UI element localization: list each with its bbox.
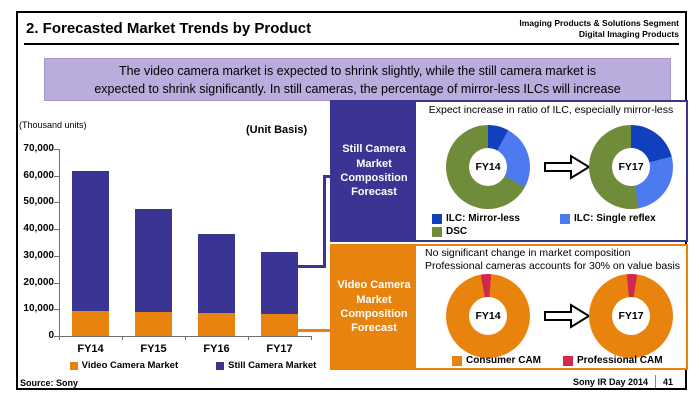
video-note-1: No significant change in market composit… bbox=[425, 247, 631, 259]
y-tick-mark bbox=[54, 336, 59, 337]
bar-segment-fy14 bbox=[72, 171, 109, 312]
donut-year-label: FY14 bbox=[475, 310, 501, 322]
donut-year-label: FY17 bbox=[618, 161, 644, 173]
x-tick-mark bbox=[122, 336, 123, 340]
still-donut-fy14: FY14 bbox=[446, 125, 530, 209]
x-tick-mark bbox=[185, 336, 186, 340]
x-tick-mark bbox=[311, 336, 312, 340]
legend-label: Consumer CAM bbox=[466, 355, 542, 366]
still-panel-headline: Expect increase in ratio of ILC, especia… bbox=[428, 104, 674, 116]
legend-swatch bbox=[216, 361, 225, 370]
y-tick-label: 40,000 bbox=[23, 223, 54, 235]
page-title: 2. Forecasted Market Trends by Product bbox=[26, 20, 312, 37]
video-panel-content: No significant change in market composit… bbox=[416, 246, 686, 368]
still-connector-horizontal bbox=[296, 265, 326, 268]
bar-segment-fy16 bbox=[198, 233, 235, 313]
legend-label: Still Camera Market bbox=[228, 360, 317, 371]
x-tick-label: FY15 bbox=[140, 343, 167, 355]
x-tick-label: FY17 bbox=[266, 343, 293, 355]
right-arrow-icon bbox=[544, 154, 590, 180]
x-tick-label: FY16 bbox=[203, 343, 230, 355]
video-camera-panel: Video Camera Market Composition Forecast… bbox=[330, 244, 688, 370]
source-note: Source: Sony bbox=[20, 378, 79, 388]
donut-hole: FY17 bbox=[612, 148, 650, 186]
donut-hole: FY17 bbox=[612, 297, 650, 335]
donut-year-label: FY17 bbox=[618, 310, 644, 322]
footer-divider bbox=[654, 375, 656, 388]
y-tick-mark bbox=[54, 255, 59, 257]
bar-legend-item: Video Camera Market bbox=[69, 360, 179, 371]
y-tick-mark bbox=[54, 202, 59, 204]
still-donut-fy17: FY17 bbox=[589, 125, 673, 209]
title-rule bbox=[24, 43, 679, 45]
legend-label: Video Camera Market bbox=[81, 360, 179, 371]
y-axis-line bbox=[59, 149, 60, 336]
bar-segment-fy17 bbox=[261, 313, 298, 336]
professional-cam-swatch bbox=[563, 355, 573, 366]
key-message-box: The video camera market is expected to s… bbox=[44, 58, 671, 101]
bar-legend-item: Still Camera Market bbox=[216, 360, 316, 371]
slide-frame: 2. Forecasted Market Trends by Product I… bbox=[16, 11, 688, 390]
video-panel-title: Video Camera Market Composition Forecast bbox=[332, 246, 416, 368]
y-tick-label: 10,000 bbox=[23, 303, 54, 315]
donut-year-label: FY14 bbox=[475, 161, 501, 173]
y-tick-mark bbox=[54, 149, 59, 150]
video-connector-horizontal bbox=[296, 329, 332, 332]
x-tick-mark bbox=[248, 336, 249, 340]
y-axis-units-label: (Thousand units) bbox=[19, 120, 87, 130]
legend-label: ILC: Single reflex bbox=[574, 213, 656, 224]
still-connector-stub bbox=[323, 175, 332, 178]
legend-label: Professional CAM bbox=[577, 355, 663, 366]
bar-segment-fy15 bbox=[135, 209, 172, 312]
y-tick-label: 50,000 bbox=[23, 196, 54, 208]
legend-dsc: DSC bbox=[432, 226, 467, 237]
dsc-swatch bbox=[432, 226, 442, 237]
slide-footer: Sony IR Day 2014 41 bbox=[573, 375, 673, 388]
legend-ilc-mirrorless: ILC: Mirror-less bbox=[432, 213, 520, 224]
consumer-cam-swatch bbox=[452, 355, 462, 366]
segment-header: Imaging Products & Solutions Segment Dig… bbox=[519, 18, 679, 40]
y-tick-label: 20,000 bbox=[23, 276, 54, 288]
still-camera-panel: Still Camera Market Composition Forecast… bbox=[330, 100, 688, 242]
legend-professional-cam: Professional CAM bbox=[563, 355, 663, 366]
legend-label: DSC bbox=[446, 226, 468, 237]
y-tick-mark bbox=[54, 229, 59, 231]
video-donut-fy14: FY14 bbox=[446, 274, 530, 358]
donut-hole: FY14 bbox=[469, 148, 507, 186]
legend-label: ILC: Mirror-less bbox=[446, 213, 520, 224]
video-donut-fy17: FY17 bbox=[589, 274, 673, 358]
legend-swatch bbox=[69, 361, 78, 370]
legend-consumer-cam: Consumer CAM bbox=[452, 355, 541, 366]
video-note-2: Professional cameras accounts for 30% on… bbox=[425, 260, 681, 272]
still-panel-title: Still Camera Market Composition Forecast bbox=[332, 102, 416, 240]
still-panel-content: Expect increase in ratio of ILC, especia… bbox=[416, 102, 686, 240]
mirrorless-swatch bbox=[432, 213, 442, 224]
donut-hole: FY14 bbox=[469, 297, 507, 335]
segment-line1: Imaging Products & Solutions Segment bbox=[519, 18, 679, 28]
bar-chart-legend: Video Camera Market Still Camera Market bbox=[58, 360, 328, 371]
bar-segment-fy15 bbox=[135, 311, 172, 336]
y-tick-mark bbox=[54, 175, 59, 177]
y-tick-label: 60,000 bbox=[23, 169, 54, 181]
singlereflex-swatch bbox=[560, 213, 570, 224]
x-tick-mark bbox=[59, 336, 60, 340]
legend-ilc-singlereflex: ILC: Single reflex bbox=[560, 213, 656, 224]
y-tick-mark bbox=[54, 309, 59, 311]
bar-chart-plot: 0 10,000 20,000 30,000 40,000 50,000 60,000 70,… bbox=[18, 125, 330, 395]
right-arrow-icon bbox=[544, 303, 590, 329]
y-tick-label: 0 bbox=[48, 330, 54, 341]
bar-segment-fy17 bbox=[261, 252, 298, 314]
x-tick-label: FY14 bbox=[77, 343, 104, 355]
footer-event: Sony IR Day 2014 bbox=[572, 376, 648, 387]
unit-basis-label: (Unit Basis) bbox=[246, 124, 308, 136]
y-tick-mark bbox=[54, 282, 59, 284]
y-tick-label: 70,000 bbox=[23, 143, 54, 154]
bar-segment-fy16 bbox=[198, 312, 235, 336]
segment-line2: Digital Imaging Products bbox=[578, 29, 679, 40]
y-tick-label: 30,000 bbox=[23, 249, 54, 261]
bar-segment-fy14 bbox=[72, 311, 109, 336]
footer-page-number: 41 bbox=[662, 376, 673, 387]
still-connector-vertical bbox=[323, 175, 326, 268]
